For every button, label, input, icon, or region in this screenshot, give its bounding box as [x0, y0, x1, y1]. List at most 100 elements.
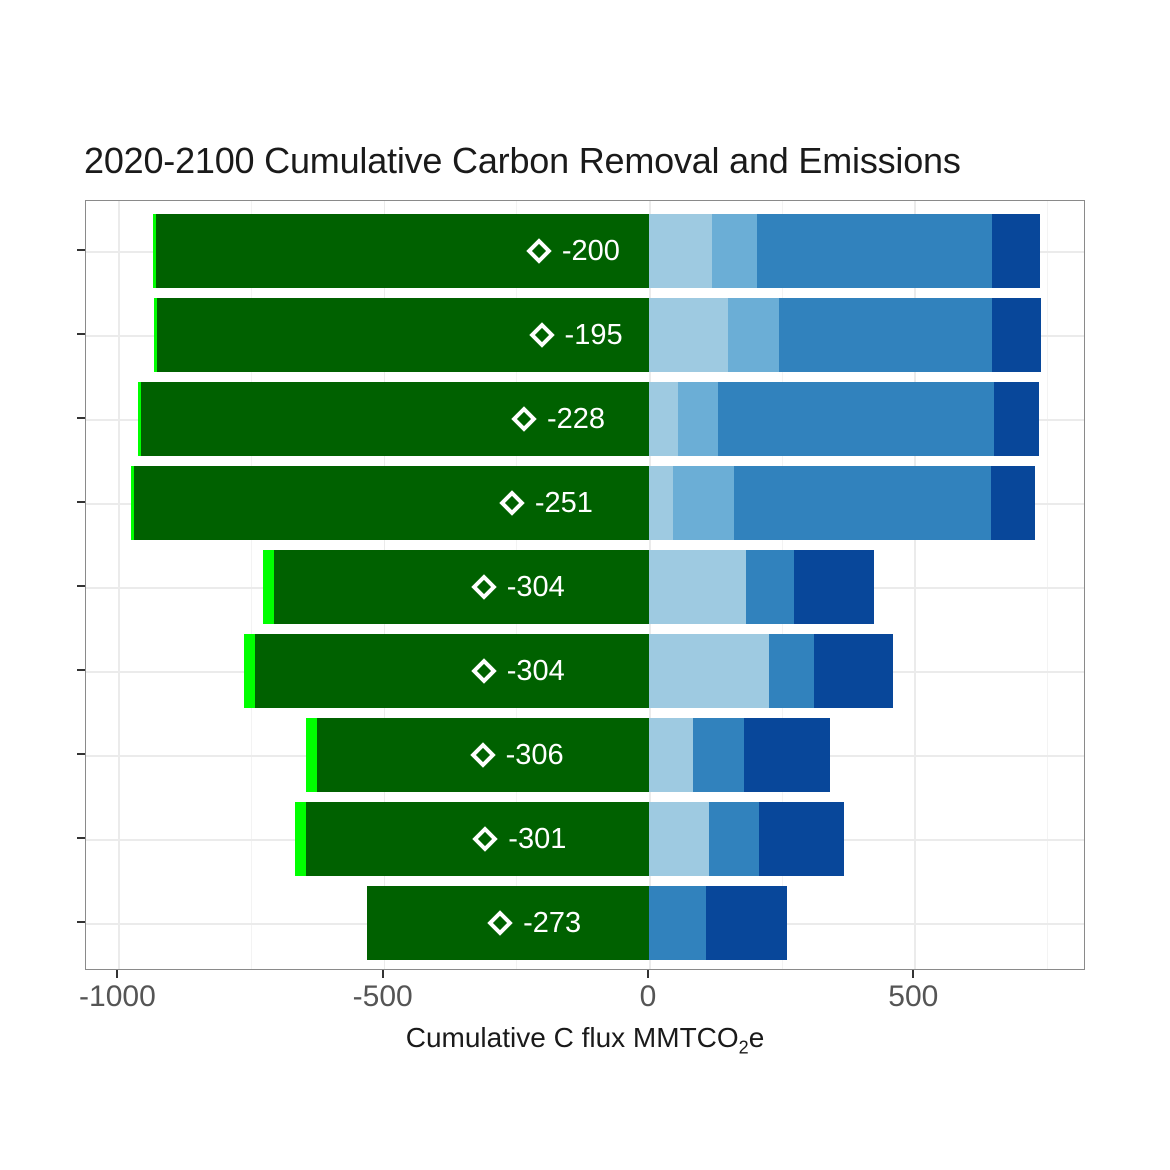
bar-segment-removal-dark-green [273, 550, 649, 624]
net-value-text: -304 [506, 654, 565, 687]
x-axis-tick-label: -500 [352, 980, 413, 1013]
bar-segment-emission-light-blue [649, 550, 747, 624]
bar-segment-emission-light-blue [649, 466, 673, 540]
bar-segment-removal-dark-green [367, 886, 649, 960]
net-value-text: -306 [505, 738, 564, 771]
bar-segment-removal-light-green [152, 214, 156, 288]
bar-segment-removal-dark-green [140, 382, 649, 456]
bar-segment-emission-medium-blue [693, 718, 744, 792]
diamond-marker-icon [470, 658, 497, 684]
bar-segment-emission-light-blue [649, 298, 729, 372]
bar-segment-emission-dark-blue [793, 550, 874, 624]
bar-segment-emission-light-blue [649, 718, 694, 792]
y-axis-tick [77, 669, 85, 671]
diamond-marker-icon [487, 910, 513, 936]
x-axis-tick [912, 970, 915, 978]
bar-segment-emission-medium-blue [649, 886, 706, 960]
bar-segment-emission-dark-blue [814, 634, 894, 708]
bar-segment-emission-medium-blue [778, 298, 992, 372]
net-value-label: -273 [487, 886, 582, 960]
bar-segment-removal-dark-green [156, 298, 649, 372]
x-axis-title-main: Cumulative C flux MMTCO [405, 1022, 739, 1053]
net-value-text: -200 [561, 234, 620, 267]
bar-segment-emission-medium-light-blue [712, 214, 758, 288]
bar-segment-emission-dark-blue [743, 718, 830, 792]
bar-segment-removal-light-green [244, 634, 255, 708]
x-axis-title-end: e [748, 1022, 765, 1053]
x-axis-title-subscript: 2 [738, 1037, 749, 1058]
major-gridline [914, 201, 916, 969]
chart-title: 2020-2100 Cumulative Carbon Removal and … [84, 140, 961, 181]
diamond-marker-icon [470, 574, 497, 600]
bar-segment-emission-light-blue [649, 214, 713, 288]
net-value-label: -306 [469, 718, 564, 792]
bar-segment-removal-light-green [153, 298, 157, 372]
net-value-text: -273 [523, 906, 582, 939]
plot-panel: -200 -195 -228 -251 -304 -304 -306 -301 -273 [85, 200, 1085, 970]
bar-segment-emission-medium-blue [768, 634, 814, 708]
bar-segment-emission-light-blue [649, 802, 709, 876]
diamond-marker-icon [499, 490, 525, 516]
net-value-text: -195 [564, 318, 623, 351]
net-value-label: -304 [470, 550, 565, 624]
net-value-label: -304 [470, 634, 565, 708]
net-value-label: -251 [499, 466, 593, 540]
bar-segment-emission-medium-light-blue [672, 466, 734, 540]
y-axis-tick [77, 921, 85, 923]
bar-segment-emission-dark-blue [992, 214, 1040, 288]
y-axis-tick [77, 249, 85, 251]
bar-segment-emission-dark-blue [705, 886, 787, 960]
bar-segment-emission-medium-blue [717, 382, 994, 456]
x-axis-tick [381, 970, 384, 978]
bar-segment-emission-dark-blue [993, 382, 1039, 456]
x-axis-tick-label: -1000 [79, 980, 156, 1013]
net-value-text: -228 [547, 402, 606, 435]
x-axis-tick-label: 0 [639, 980, 657, 1013]
bar-segment-removal-dark-green [254, 634, 649, 708]
diamond-marker-icon [511, 406, 537, 432]
bar-segment-emission-light-blue [649, 382, 679, 456]
bar-segment-emission-light-blue [649, 634, 769, 708]
net-value-label: -195 [528, 298, 623, 372]
bar-segment-emission-medium-blue [708, 802, 759, 876]
bar-segment-removal-dark-green [316, 718, 649, 792]
major-gridline [118, 201, 120, 969]
net-value-text: -251 [534, 486, 593, 519]
net-value-label: -301 [472, 802, 567, 876]
bar-segment-removal-dark-green [155, 214, 649, 288]
net-value-text: -304 [506, 570, 565, 603]
bar-segment-emission-medium-blue [746, 550, 794, 624]
bar-segment-removal-light-green [131, 466, 134, 540]
bar-segment-removal-light-green [295, 802, 306, 876]
y-axis-tick [77, 585, 85, 587]
diamond-marker-icon [472, 826, 499, 852]
bar-segment-removal-light-green [138, 382, 141, 456]
y-axis-tick [77, 417, 85, 419]
x-axis-title: Cumulative C flux MMTCO2e [0, 1022, 1170, 1059]
bar-segment-emission-dark-blue [991, 298, 1041, 372]
bar-segment-emission-medium-blue [757, 214, 993, 288]
net-value-text: -301 [508, 822, 567, 855]
net-value-label: -200 [526, 214, 620, 288]
x-axis-tick [116, 970, 119, 978]
bar-segment-emission-dark-blue [758, 802, 844, 876]
diamond-marker-icon [526, 238, 552, 264]
diamond-marker-icon [469, 742, 496, 768]
bar-segment-removal-dark-green [133, 466, 649, 540]
bar-segment-emission-medium-light-blue [728, 298, 779, 372]
y-axis-tick [77, 501, 85, 503]
x-axis-tick [647, 970, 649, 978]
y-axis-tick [77, 837, 85, 839]
minor-gridline [1046, 201, 1048, 969]
bar-segment-emission-dark-blue [990, 466, 1035, 540]
bar-segment-removal-light-green [306, 718, 317, 792]
bar-segment-emission-medium-blue [733, 466, 991, 540]
y-axis-tick [77, 333, 85, 335]
y-axis-tick [77, 753, 85, 755]
bar-segment-emission-medium-light-blue [678, 382, 718, 456]
bar-segment-removal-dark-green [305, 802, 649, 876]
net-value-label: -228 [511, 382, 606, 456]
diamond-marker-icon [528, 322, 555, 348]
minor-gridline [251, 201, 253, 969]
x-axis-tick-label: 500 [888, 980, 939, 1013]
